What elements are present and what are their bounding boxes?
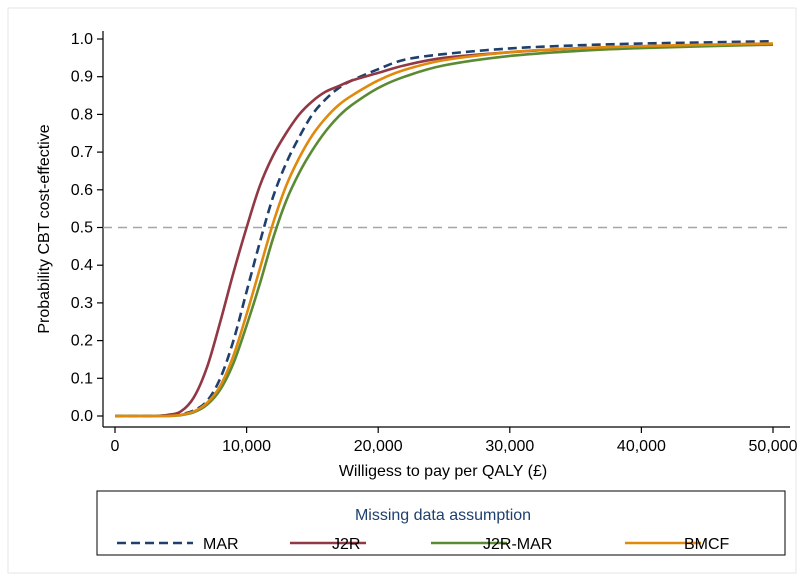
legend-box — [96, 490, 786, 556]
legend-label: BMCF — [684, 536, 730, 553]
legend-label: J2R — [332, 536, 360, 553]
y-axis-ticks: 0.0 0.1 0.2 0.3 0.4 0.5 0.6 0.7 0.8 0.9 1.0 — [71, 31, 103, 425]
y-tick-label: 0.3 — [71, 295, 93, 312]
y-tick-label: 0.9 — [71, 69, 93, 86]
series-layer — [114, 39, 774, 418]
y-tick-label: 0.0 — [71, 408, 93, 425]
y-axis-label: Probability CBT cost-effective — [36, 124, 53, 333]
y-tick-label: 0.1 — [71, 370, 93, 387]
chart-frame — [7, 7, 797, 574]
x-tick-label: 20,000 — [354, 438, 403, 455]
x-tick-label: 40,000 — [617, 438, 666, 455]
y-tick-label: 0.2 — [71, 333, 93, 350]
y-tick-label: 0.8 — [71, 106, 93, 123]
y-tick-label: 1.0 — [71, 31, 93, 48]
x-tick-label: 30,000 — [485, 438, 534, 455]
legend-title: Missing data assumption — [355, 507, 531, 524]
y-tick-label: 0.7 — [71, 144, 93, 161]
y-tick-label: 0.4 — [71, 257, 93, 274]
legend: Missing data assumption MAR J2R J2R-MAR BMC… — [96, 490, 786, 556]
x-tick-label: 10,000 — [222, 438, 271, 455]
series-line-bmcf — [114, 42, 774, 418]
x-tick-label: 50,000 — [749, 438, 798, 455]
y-tick-label: 0.6 — [71, 182, 93, 199]
legend-entries: MAR J2R J2R-MAR BMCF — [117, 536, 730, 553]
x-tick-label: 0 — [111, 438, 120, 455]
y-tick-label: 0.5 — [71, 220, 93, 237]
x-axis-ticks: 0 10,000 20,000 30,000 40,000 50,000 — [111, 427, 798, 455]
legend-label: J2R-MAR — [483, 536, 552, 553]
x-axis-label: Willigess to pay per QALY (£) — [339, 463, 547, 480]
legend-label: MAR — [203, 536, 239, 553]
